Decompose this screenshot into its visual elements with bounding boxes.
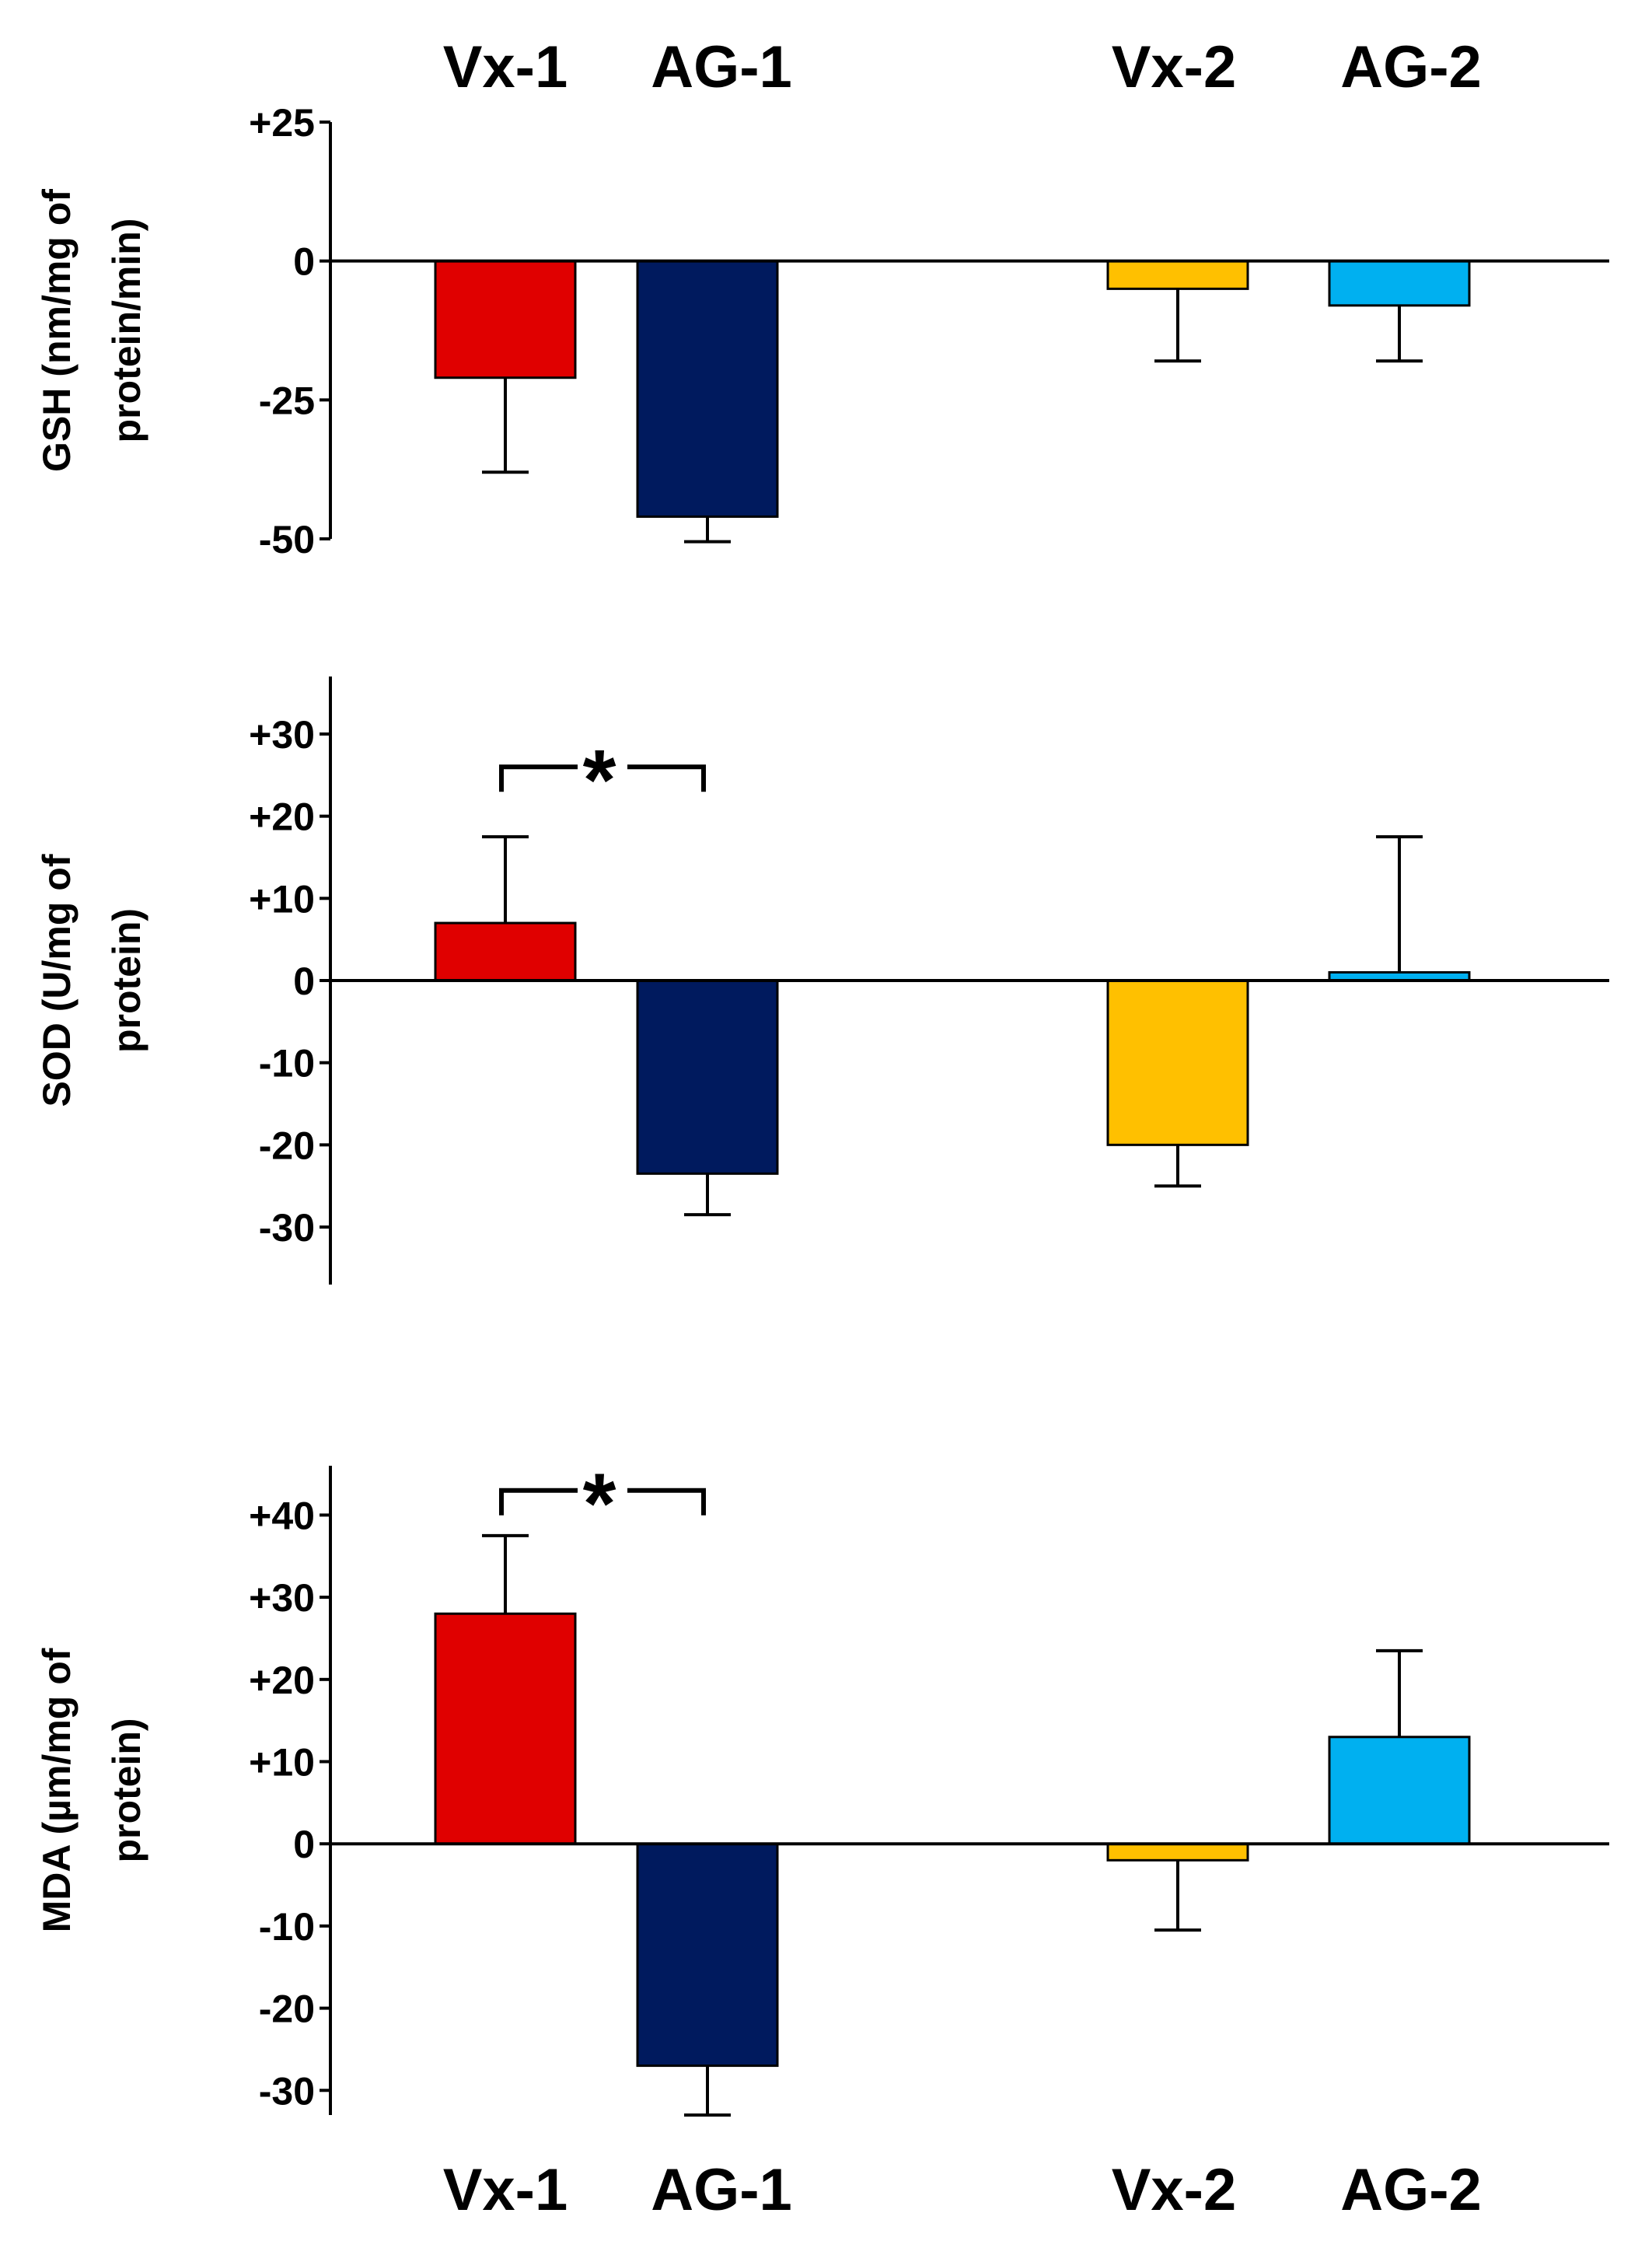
chart-panels: +25 0 -25 -50 GSH (nm/mg of protein/min) +30 +2… [35, 101, 1609, 2117]
sod-y-axis-title-line-2: protein) [105, 908, 148, 1053]
sod-tick-label-20: -20 [259, 1124, 315, 1167]
gsh-bar-ag-1 [636, 260, 779, 518]
mda-y-axis-title: MDA (µm/mg of protein) [35, 1648, 148, 1932]
bottom-label-ag-2: AG-2 [1340, 2157, 1482, 2223]
gsh-y-axis-title: GSH (nm/mg of protein/min) [35, 189, 148, 472]
mda-bar-vx-1 [434, 1612, 577, 1845]
sod-significance-star-0: * [583, 732, 616, 828]
gsh-tick-label-0: 0 [293, 240, 315, 284]
mda-bar-ag-2 [1328, 1736, 1471, 1845]
sod-significance-bracket-right-0 [627, 764, 706, 792]
mda-y-axis-title-line-2: protein) [105, 1718, 148, 1862]
top-label-vx-2: Vx-2 [1112, 34, 1237, 100]
sod-bar-ag-1 [636, 979, 779, 1175]
gsh-bar-vx-1 [434, 260, 577, 379]
panel-sod: +30 +20 +10 0 -10 -20 -30 SOD (U/mg of protein) * [35, 676, 1609, 1285]
sod-y-axis-title: SOD (U/mg of protein) [35, 854, 148, 1107]
mda-tick-label-10: -10 [259, 1905, 315, 1949]
top-label-ag-2: AG-2 [1340, 34, 1482, 100]
gsh-tick-label-50: -50 [259, 518, 315, 561]
panel-gsh: +25 0 -25 -50 GSH (nm/mg of protein/min) [35, 101, 1609, 561]
sod-bar-vx-1 [434, 921, 577, 982]
bottom-label-vx-1: Vx-1 [443, 2157, 568, 2223]
mda-significance-bracket-right-0 [627, 1488, 706, 1516]
mda-tick-label-30: +30 [249, 1576, 315, 1620]
mda-tick-label-40: +40 [249, 1494, 315, 1537]
sod-tick-label-10: +10 [249, 877, 315, 921]
sod-tick-label-10: -10 [259, 1042, 315, 1086]
sod-tick-label-30: -30 [259, 1206, 315, 1250]
mda-bar-vx-2 [1106, 1842, 1249, 1862]
sod-tick-label-0: 0 [293, 960, 315, 1003]
top-label-ag-1: AG-1 [651, 34, 792, 100]
mda-significance-star-0: * [583, 1456, 616, 1552]
gsh-tick-label-25: +25 [249, 101, 315, 145]
bottom-group-labels: Vx-1 AG-1 Vx-2 AG-2 [443, 2157, 1482, 2223]
bottom-label-ag-1: AG-1 [651, 2157, 792, 2223]
sod-significance-bracket-left-0 [499, 764, 578, 792]
mda-tick-label-30: -30 [259, 2069, 315, 2113]
mda-bar-ag-1 [636, 1842, 779, 2068]
mda-tick-label-10: +10 [249, 1741, 315, 1785]
mda-tick-label-20: +20 [249, 1659, 315, 1702]
top-group-labels: Vx-1 AG-1 Vx-2 AG-2 [443, 34, 1482, 100]
gsh-bar-ag-2 [1328, 260, 1471, 307]
gsh-y-axis-title-line-1: GSH (nm/mg of [35, 189, 79, 472]
mda-significance-bracket-left-0 [499, 1488, 578, 1516]
gsh-tick-label-25: -25 [259, 379, 315, 422]
bottom-label-vx-2: Vx-2 [1112, 2157, 1237, 2223]
gsh-y-axis-title-line-2: protein/min) [105, 219, 148, 443]
mda-tick-label-0: 0 [293, 1823, 315, 1866]
sod-y-axis-title-line-1: SOD (U/mg of [35, 854, 79, 1107]
mda-y-axis-title-line-1: MDA (µm/mg of [35, 1648, 79, 1932]
mda-tick-label-20: -20 [259, 1988, 315, 2031]
sod-bar-vx-2 [1106, 979, 1249, 1146]
panel-mda: +40 +30 +20 +10 0 -10 -20 -30 MDA (µm/mg of prote… [35, 1456, 1609, 2117]
sod-tick-label-20: +20 [249, 795, 315, 839]
sod-tick-label-30: +30 [249, 713, 315, 757]
top-label-vx-1: Vx-1 [443, 34, 568, 100]
gsh-bar-vx-2 [1106, 260, 1249, 290]
